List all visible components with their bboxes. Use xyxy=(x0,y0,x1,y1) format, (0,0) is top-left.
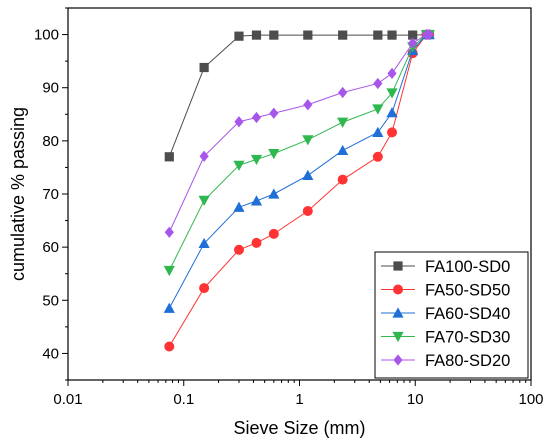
axis-ticks: 0.01 0.1 1 10 100 40 50 60 70 80 90 100 xyxy=(34,7,544,408)
data-point xyxy=(199,62,209,73)
data-point xyxy=(373,77,383,90)
data-point xyxy=(302,169,314,180)
data-point xyxy=(234,31,244,41)
legend-swatch-marker xyxy=(393,284,403,295)
legend: FA100-SD0 FA50-SD50 FA60-SD40 FA70-SD30 FA80… xyxy=(374,251,529,379)
data-point xyxy=(387,67,397,79)
data-point xyxy=(337,174,348,185)
data-point xyxy=(251,237,262,248)
data-point xyxy=(163,265,175,277)
data-point xyxy=(408,37,418,49)
data-point xyxy=(164,152,174,162)
data-point xyxy=(198,237,210,249)
data-point xyxy=(234,116,244,128)
legend-label: FA70-SD30 xyxy=(425,329,510,347)
plot-area xyxy=(163,28,435,352)
data-point xyxy=(408,30,418,40)
data-point xyxy=(251,111,262,124)
y-axis-title: cumulative % passing xyxy=(8,107,28,281)
data-point xyxy=(198,195,210,206)
data-point xyxy=(373,30,383,40)
y-tick-label: 60 xyxy=(42,239,59,256)
data-point xyxy=(372,104,384,115)
data-point xyxy=(163,302,175,313)
legend-box xyxy=(374,251,529,379)
data-point xyxy=(251,30,262,40)
series-fa80-sd20 xyxy=(164,28,434,238)
data-point xyxy=(387,127,398,138)
data-point xyxy=(337,117,349,128)
y-tick-label: 70 xyxy=(42,186,59,203)
x-tick-label: 100 xyxy=(518,391,543,408)
data-point xyxy=(199,283,210,294)
legend-swatch-marker xyxy=(393,354,403,366)
data-point xyxy=(386,107,398,118)
legend-swatch-marker xyxy=(392,331,404,343)
x-axis-title: Sieve Size (mm) xyxy=(233,418,365,438)
x-tick-label: 10 xyxy=(407,391,424,408)
data-point xyxy=(269,107,279,119)
legend-label: FA80-SD20 xyxy=(425,352,510,370)
y-tick-label: 100 xyxy=(34,27,59,44)
data-point xyxy=(303,30,313,40)
legend-swatch-marker xyxy=(393,261,403,271)
y-tick-label: 90 xyxy=(42,80,59,97)
data-point xyxy=(233,201,245,212)
data-point xyxy=(233,160,245,171)
data-point xyxy=(338,30,348,40)
data-point xyxy=(250,154,263,166)
x-tick-label: 0.01 xyxy=(53,391,82,408)
data-point xyxy=(164,341,175,352)
y-tick-label: 40 xyxy=(42,345,59,362)
data-point xyxy=(302,135,314,146)
data-point xyxy=(233,244,244,255)
data-point xyxy=(302,206,313,217)
data-point xyxy=(424,28,434,41)
data-point xyxy=(164,226,174,238)
legend-label: FA60-SD40 xyxy=(425,305,510,323)
x-tick-label: 1 xyxy=(295,391,303,408)
data-point xyxy=(268,149,280,160)
legend-swatch-marker xyxy=(392,307,404,318)
data-point xyxy=(199,150,209,162)
data-point xyxy=(386,88,398,99)
legend-label: FA50-SD50 xyxy=(425,282,510,300)
y-tick-label: 80 xyxy=(42,133,59,150)
data-point xyxy=(372,126,384,137)
data-point xyxy=(269,30,279,40)
data-point xyxy=(337,144,349,156)
data-point xyxy=(268,228,279,239)
data-point xyxy=(372,151,383,162)
y-tick-label: 50 xyxy=(42,292,59,309)
data-point xyxy=(387,30,397,40)
data-point xyxy=(268,188,280,199)
legend-label: FA100-SD0 xyxy=(425,258,510,276)
x-tick-label: 0.1 xyxy=(173,391,194,408)
data-point xyxy=(338,86,348,99)
data-point xyxy=(303,99,313,111)
data-point xyxy=(250,195,263,206)
